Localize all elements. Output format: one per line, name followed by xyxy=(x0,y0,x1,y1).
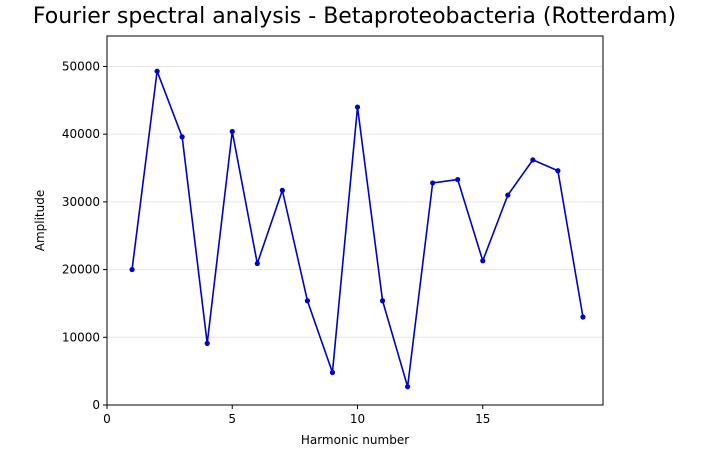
data-point-11 xyxy=(405,384,411,390)
data-point-7 xyxy=(304,298,311,304)
data-point-2 xyxy=(179,134,185,140)
data-point-15 xyxy=(505,192,511,198)
data-point-13 xyxy=(455,176,461,183)
axes-frame xyxy=(106,35,604,406)
y-tick-label-0: 0 xyxy=(92,398,100,412)
data-point-4 xyxy=(229,128,235,135)
data-point-14 xyxy=(480,258,486,264)
chart-title: Fourier spectral analysis - Betaproteoba… xyxy=(32,4,677,29)
data-point-5 xyxy=(254,260,260,267)
data-point-17 xyxy=(555,168,561,174)
data-point-3 xyxy=(204,340,210,346)
x-tick-label-1: 5 xyxy=(228,412,236,426)
series-layer xyxy=(129,68,586,390)
data-point-16 xyxy=(530,157,536,163)
y-tick-label-2: 20000 xyxy=(62,263,100,277)
data-point-6 xyxy=(279,187,285,193)
x-tick-label-2: 10 xyxy=(350,412,365,426)
data-point-10 xyxy=(379,298,386,304)
data-point-9 xyxy=(354,104,361,110)
y-tick-label-1: 10000 xyxy=(62,330,100,344)
y-axis-ticks: 0 10000 20000 30000 40000 50000 xyxy=(62,59,107,412)
y-tick-label-4: 40000 xyxy=(62,127,100,141)
x-tick-label-3: 15 xyxy=(475,412,490,426)
y-axis-label: Amplitude xyxy=(33,190,47,252)
data-point-8 xyxy=(329,369,336,376)
series-line-0 xyxy=(131,70,584,388)
x-tick-label-0: 0 xyxy=(103,412,111,426)
y-tick-label-5: 50000 xyxy=(62,59,100,73)
data-point-12 xyxy=(430,180,436,186)
data-point-18 xyxy=(580,314,586,320)
data-point-0 xyxy=(129,266,135,273)
x-axis-label: Harmonic number xyxy=(301,433,409,447)
data-point-1 xyxy=(154,68,160,74)
x-axis-ticks: 0 5 10 15 xyxy=(103,405,490,426)
grid-lines xyxy=(107,65,603,406)
y-tick-label-3: 30000 xyxy=(62,195,100,209)
